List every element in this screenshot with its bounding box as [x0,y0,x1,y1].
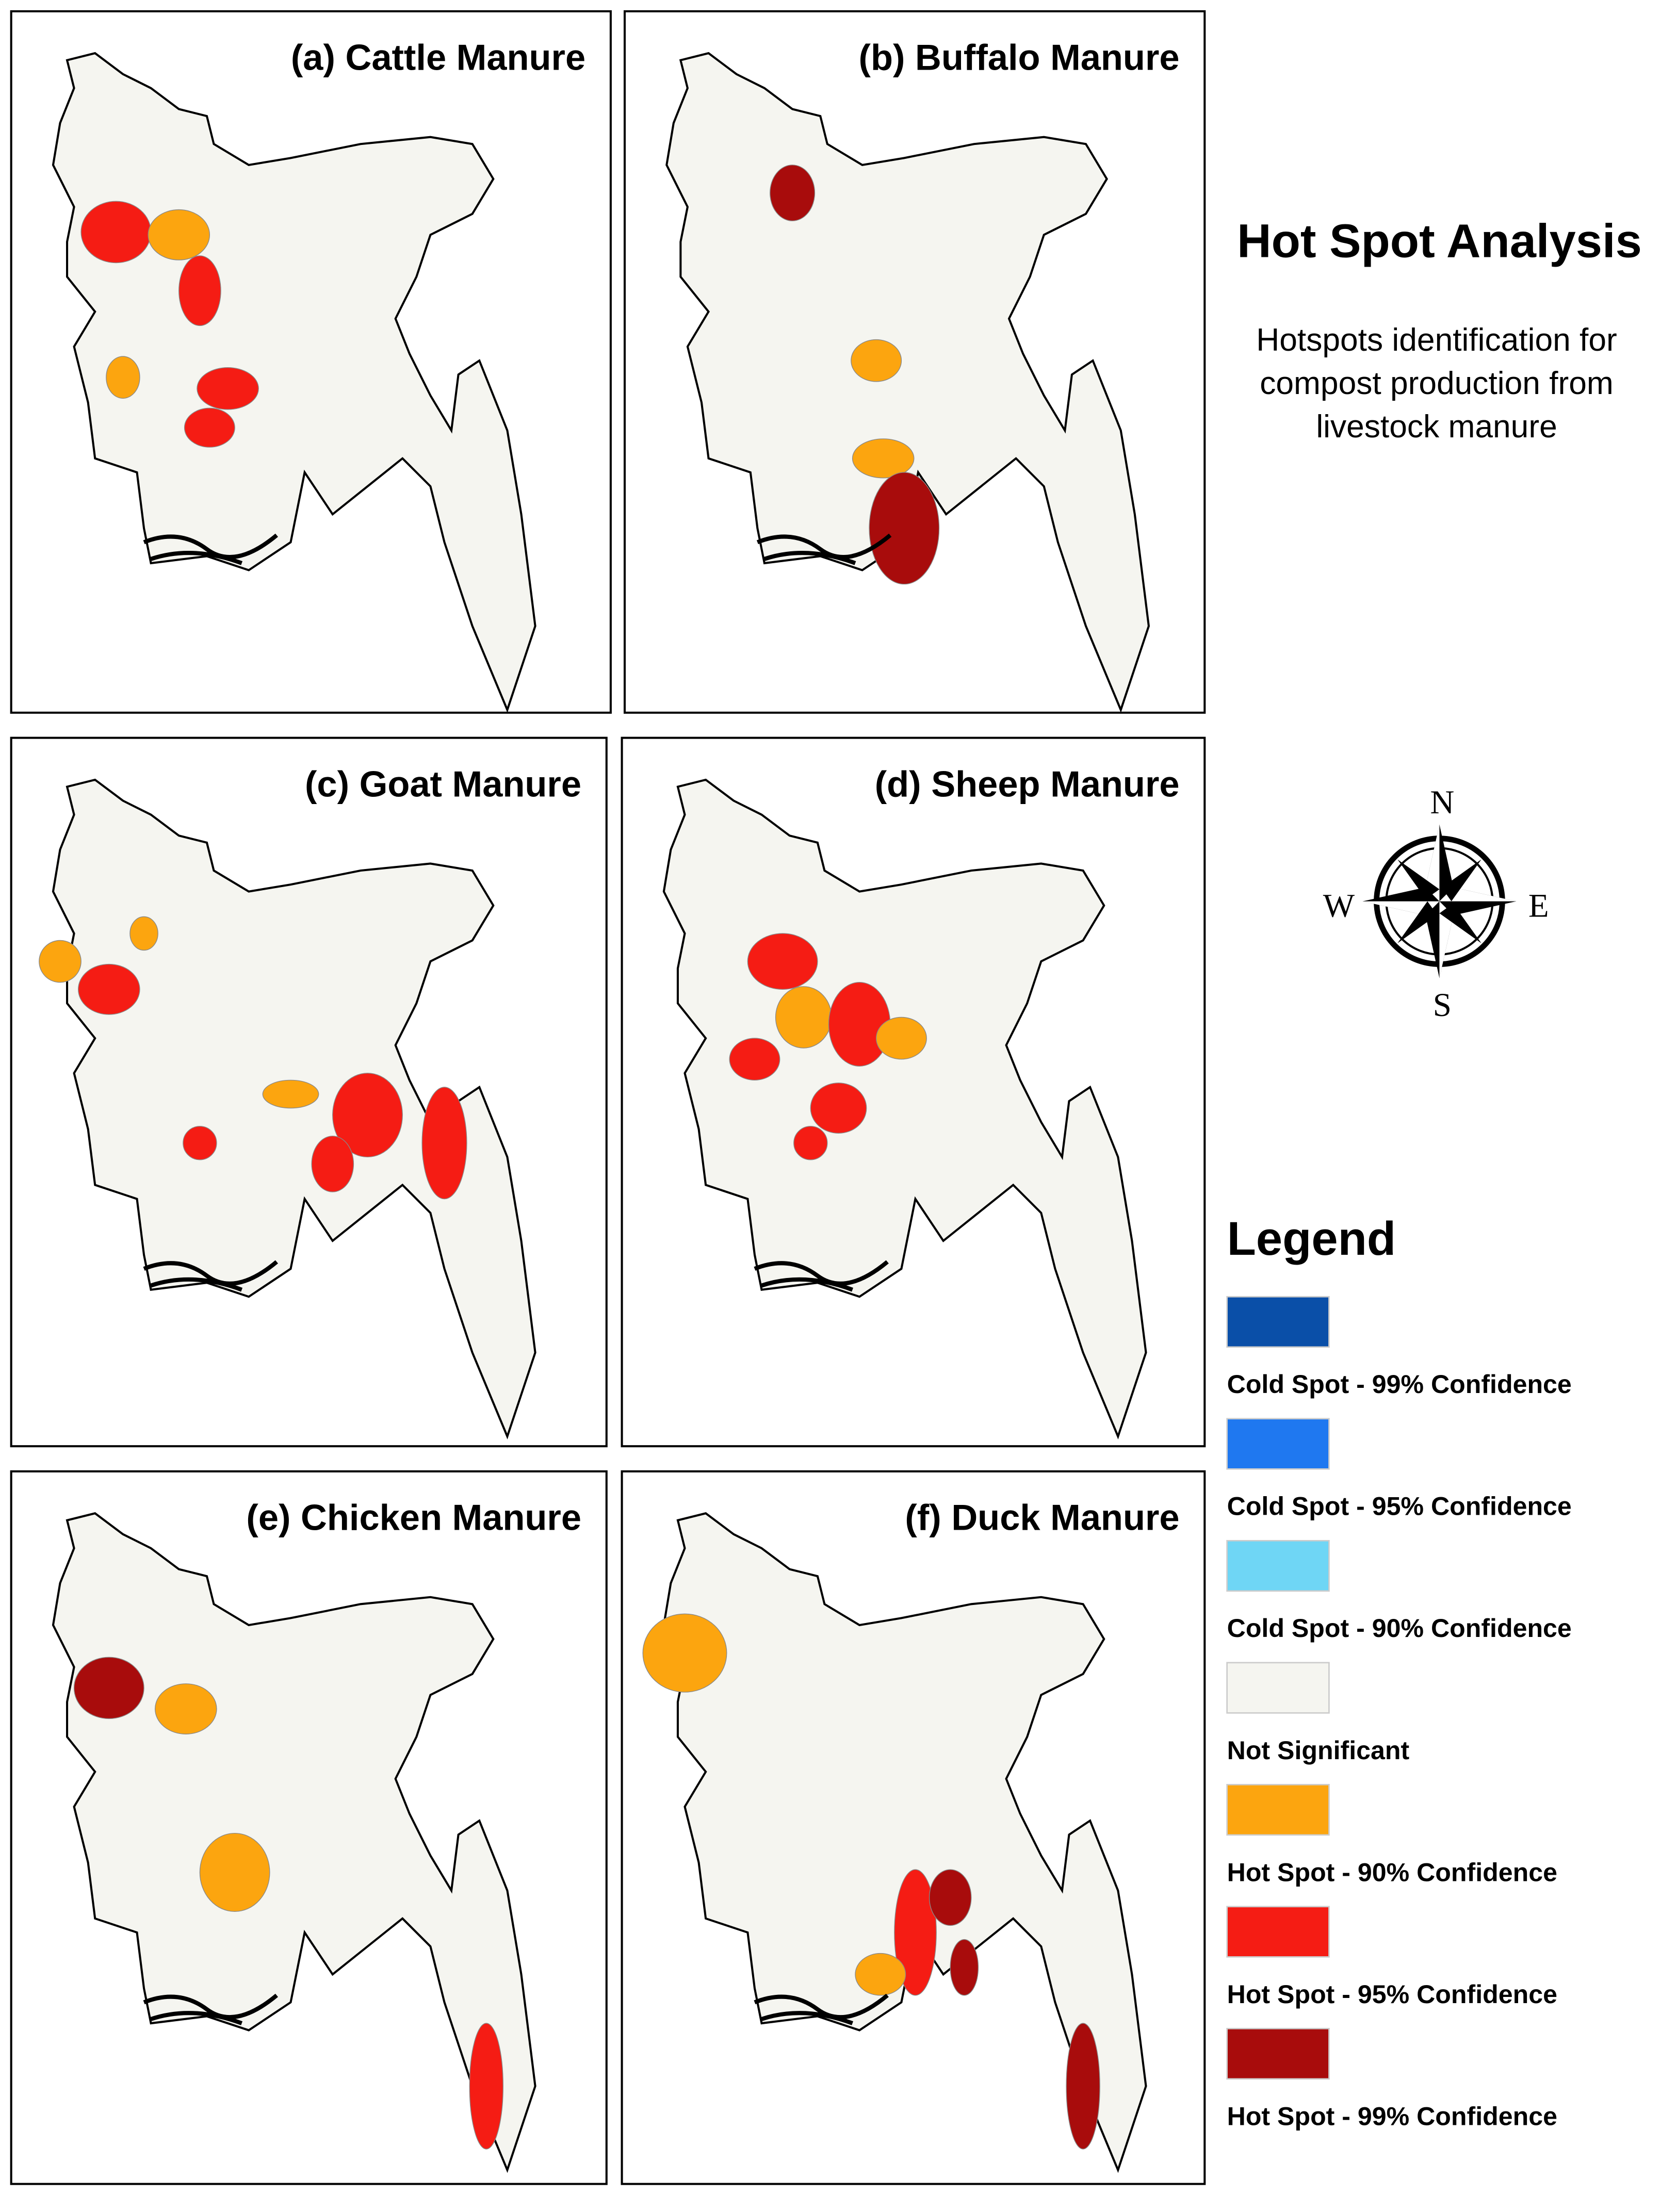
map-panel: (b) Buffalo Manure [623,10,1206,714]
map-panel: (a) Cattle Manure [10,10,612,714]
compass: N S W E [1323,784,1549,1024]
legend-label: Hot Spot - 90% Confidence [1227,1858,1557,1887]
hotspot-region [106,356,140,399]
sundarbans-coast [756,533,892,565]
hotspot-region [197,367,259,410]
panel-title: (b) Buffalo Manure [859,37,1180,78]
hotspot-region [80,201,152,264]
sundarbans-coast [754,1260,889,1292]
hotspot-region [311,1136,354,1192]
hotspot-region [851,339,902,382]
panel-title: (c) Goat Manure [305,763,581,804]
hotspot-region [869,472,940,585]
legend-swatch [1226,1296,1330,1348]
sundarbans-coast [143,1260,279,1292]
hotspot-region [747,933,818,990]
hotspot-region [78,963,140,1015]
map-panel: (f) Duck Manure [621,1470,1206,2185]
legend-label: Cold Spot - 95% Confidence [1227,1492,1572,1521]
hotspot-region [875,1017,927,1060]
hotspot-region [39,940,82,983]
hotspot-region [1066,2023,1100,2150]
hotspot-region [155,1683,217,1734]
legend-label: Cold Spot - 90% Confidence [1227,1614,1572,1643]
legend-label: Not Significant [1227,1736,1410,1765]
hotspot-region [148,209,210,260]
legend-swatch [1226,1539,1330,1592]
figure-title: Hot Spot Analysis [1237,215,1642,268]
hotspot-region [129,916,158,951]
hotspot-region [73,1657,144,1719]
hotspot-region [183,1126,217,1160]
hotspot-region [770,165,816,221]
legend-label: Hot Spot - 99% Confidence [1227,2102,1557,2131]
sundarbans-coast [754,1993,889,2025]
compass-s: S [1433,987,1452,1024]
hotspot-region [262,1079,319,1109]
hotspot-region [828,982,891,1067]
compass-n: N [1430,784,1454,821]
panel-title: (f) Duck Manure [905,1497,1179,1538]
subtitle-line: Hotspots identification for [1256,322,1617,358]
legend-swatch [1226,1662,1330,1714]
hotspot-region [729,1038,780,1081]
hotspot-region [184,407,235,448]
hotspot-region [929,1869,972,1926]
legend-swatch [1226,2028,1330,2080]
hotspot-region [855,1953,906,1996]
legend-swatch [1226,1783,1330,1836]
panel-title: (a) Cattle Manure [291,37,585,78]
compass-w: W [1323,887,1355,924]
legend-label: Hot Spot - 95% Confidence [1227,1980,1557,2009]
legend-title: Legend [1227,1212,1396,1265]
hotspot-region [178,255,221,326]
hotspot-region [332,1073,403,1158]
hotspot-region [775,986,832,1048]
hotspot-region [810,1083,867,1134]
legend-label: Cold Spot - 99% Confidence [1227,1370,1572,1399]
sundarbans-coast [143,1993,279,2025]
legend-swatch [1226,1906,1330,1958]
hotspot-region [199,1832,270,1912]
sundarbans-coast [143,533,279,565]
hotspot-region [469,2023,503,2150]
map-panel: (c) Goat Manure [10,736,608,1448]
compass-e: E [1528,887,1549,924]
map-panel: (d) Sheep Manure [621,736,1206,1448]
hotspot-region [894,1869,937,1996]
subtitle-line: compost production from [1260,366,1614,401]
subtitle-line: livestock manure [1316,409,1557,445]
hotspot-region [852,438,915,479]
hotspot-region [421,1087,467,1200]
legend-swatch [1226,1418,1330,1470]
hotspot-region [793,1126,828,1160]
panel-title: (e) Chicken Manure [246,1497,581,1538]
panel-title: (d) Sheep Manure [875,763,1180,804]
hotspot-region [642,1613,727,1693]
hotspot-region [950,1939,979,1996]
map-panel: (e) Chicken Manure [10,1470,608,2185]
